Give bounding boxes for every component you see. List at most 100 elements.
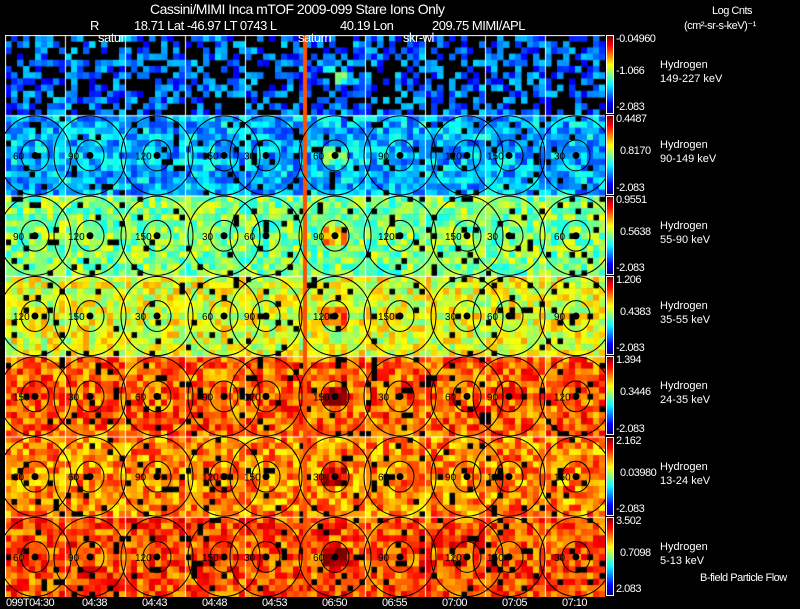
contour-label: 120 [244,392,261,403]
contour-ring [75,219,105,252]
spacecraft-marker [331,553,339,561]
contour-ring [472,275,546,357]
contour-label: 90 [68,151,80,162]
contour-ring [229,275,303,357]
contour-label: 120 [554,392,571,403]
spacecraft-marker [463,392,471,400]
spacecraft-marker [396,312,404,320]
units-label: Log Cnts [712,5,753,17]
contour-ring [120,275,194,357]
contour-ring [5,195,72,276]
contour-label: 150 [378,312,395,323]
spacecraft-marker [31,232,39,240]
contour-label: 30 [487,232,499,243]
contour-ring [120,356,194,437]
spacecraft-marker [463,232,471,240]
contour-ring [539,195,605,276]
subtitle-r: R [90,18,99,33]
contour-label: 90 [68,553,80,564]
contour-ring [561,300,591,332]
contour-label: 120 [135,553,152,564]
contour-ring [187,195,261,276]
contour-ring [142,300,172,332]
contour-ring [20,460,50,493]
contour-ring [430,436,504,517]
contour-ring [539,275,605,357]
contour-label: 150 [445,232,462,243]
contour-ring [452,460,482,493]
spacecraft-marker [262,553,270,561]
contour-label: 90 [313,232,325,243]
spacecraft-marker [396,473,404,481]
x-tick-label: 099T04:30 [6,597,55,609]
x-tick-label: 06:50 [322,597,348,609]
spacecraft-marker [86,473,94,481]
spacecraft-marker [572,473,580,481]
spacecraft-marker [31,312,39,320]
contour-ring [494,219,524,252]
spacecraft-marker [153,392,161,400]
contour-ring [53,115,127,196]
contour-ring [142,139,172,172]
contour-ring [494,460,524,493]
spacecraft-marker [220,312,228,320]
colorbar [606,195,614,275]
contour-label: 30 [378,392,390,403]
spacecraft-marker [220,473,228,481]
contour-ring [494,380,524,413]
spacecraft-marker [331,151,339,159]
contour-ring [298,436,372,517]
spacecraft-marker [262,392,270,400]
species-label: Hydrogen [660,219,708,232]
contour-ring [53,275,127,357]
contour-ring [385,541,415,573]
contour-ring [20,219,50,252]
colorbar-mid: 0.3446 [620,386,651,399]
contour-ring [187,115,261,196]
spacecraft-marker [262,151,270,159]
contour-ring [385,380,415,413]
contour-ring [452,541,482,573]
spacecraft-marker [505,312,513,320]
contour-label: 120 [487,473,504,484]
contour-label: 150 [244,473,261,484]
spacecraft-marker [396,151,404,159]
contour-ring [561,139,591,172]
x-tick-label: 07:00 [442,597,468,609]
spacecraft-marker [220,392,228,400]
contour-ring [472,356,546,437]
colorbar-mid: 0.03980 [620,466,657,479]
contour-ring [229,195,303,276]
colorbar-max: 2.162 [616,434,642,447]
contour-ring [298,516,372,597]
colorbar [606,356,614,436]
contour-ring [53,436,127,517]
colorbar [606,275,614,356]
contour-ring [5,115,72,196]
contour-label: 30 [554,151,566,162]
spacecraft-marker [31,151,39,159]
contour-label: 120 [202,473,219,484]
contour-ring [385,219,415,252]
contour-ring [251,300,281,332]
legend-bfield: B-field Particle Flow [700,572,787,584]
contour-ring [75,380,105,413]
contour-ring [209,139,239,172]
spacecraft-marker [505,392,513,400]
contour-ring [20,300,50,332]
contour-label: 150 [135,232,152,243]
x-tick-label: 07:10 [562,597,588,609]
contour-ring [539,356,605,437]
contour-ring [142,380,172,413]
heatmap-grid [5,35,605,597]
contour-label: 150 [487,151,504,162]
contour-label: 150 [554,473,571,484]
contour-ring [229,115,303,196]
contour-label: 30 [244,151,256,162]
colorbar [606,115,614,195]
contour-ring [75,300,105,332]
contour-ring [385,460,415,493]
colorbar-min: -2.083 [616,101,645,114]
contour-label: 90 [202,392,214,403]
species-label: Hydrogen [660,460,708,473]
